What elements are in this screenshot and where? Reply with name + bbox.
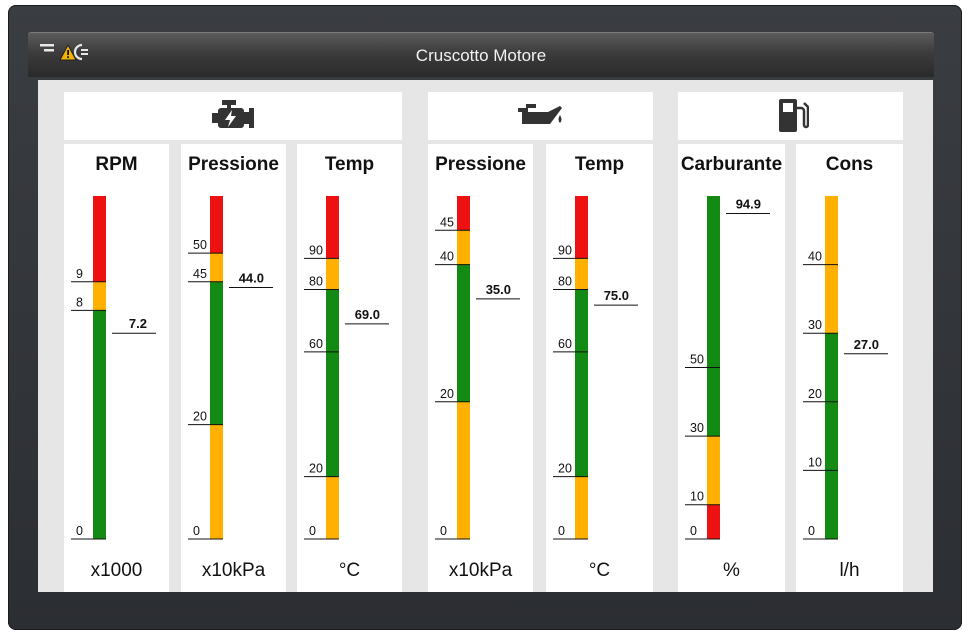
- rpm-tick-label-1: 8: [76, 295, 83, 309]
- oil-can-icon: [517, 104, 562, 124]
- engine-temp-tick-label-3: 80: [309, 275, 323, 289]
- engine-pressure-value-readout: 44.0: [239, 270, 264, 285]
- rpm-gauge-panel: RPM 0 8 9 7.2 x1000: [64, 144, 169, 592]
- engine-temp-gauge-unit: °C: [338, 560, 361, 581]
- fuel-consumption-zone-0: [825, 333, 838, 539]
- fuel-consumption-gauge-label: Cons: [825, 154, 874, 175]
- oil-pressure-tick-label-3: 45: [440, 215, 454, 229]
- fuel-level-tick-label-2: 30: [690, 421, 704, 435]
- engine-temp-zone-1: [326, 289, 339, 477]
- fuel-level-zone-0: [707, 504, 720, 539]
- oil-temp-zone-0: [575, 476, 588, 539]
- oil-temp-tick-label-1: 20: [558, 462, 572, 476]
- fuel-consumption-tick-label-0: 0: [808, 524, 815, 538]
- fuel-level-gauge-unit: %: [723, 560, 740, 581]
- engine-group-header: [64, 92, 402, 140]
- rpm-zone-2: [93, 196, 106, 282]
- rpm-zone-0: [93, 310, 106, 539]
- fuel-level-tick-label-3: 50: [690, 353, 704, 367]
- engine-warning-logo-icon: [40, 43, 88, 61]
- engine-icon: [212, 100, 254, 128]
- engine-temp-tick-label-2: 60: [309, 337, 323, 351]
- fuel-consumption-value-readout: 27.0: [854, 337, 879, 352]
- oil-temp-zone-2: [575, 258, 588, 290]
- oil-temp-tick-label-3: 80: [558, 275, 572, 289]
- engine-temp-zone-2: [326, 258, 339, 290]
- title-bar: Cruscotto Motore: [28, 32, 934, 77]
- oil-pressure-gauge-label: Pressione: [435, 154, 526, 175]
- oil-temp-gauge-label: Temp: [574, 154, 625, 175]
- engine-pressure-gauge-unit: x10kPa: [201, 560, 266, 581]
- fuel-level-gauge-scale: 0 10 30 50 94.9: [685, 196, 770, 540]
- engine-pressure-tick-label-1: 20: [193, 410, 207, 424]
- rpm-value-readout: 7.2: [129, 316, 147, 331]
- engine-temp-tick-label-0: 0: [309, 524, 316, 538]
- oil-temp-gauge-unit: °C: [588, 560, 611, 581]
- oil-pressure-gauge-unit: x10kPa: [448, 560, 513, 581]
- engine-temp-tick-label-1: 20: [309, 462, 323, 476]
- rpm-tick-label-0: 0: [76, 524, 83, 538]
- fuel-group-header: [678, 92, 903, 140]
- fuel-consumption-gauge-scale: 0 10 20 30 40 27.0: [803, 196, 888, 540]
- engine-pressure-gauge-label: Pressione: [188, 154, 279, 175]
- oil-pressure-zone-0: [457, 401, 470, 539]
- fuel-level-zone-1: [707, 436, 720, 505]
- engine-pressure-zone-2: [210, 253, 223, 282]
- engine-pressure-zone-1: [210, 281, 223, 425]
- oil-pressure-tick-label-0: 0: [440, 524, 447, 538]
- oil-pressure-zone-3: [457, 196, 470, 231]
- engine-temp-gauge-panel: Temp 0 20 60 80 90 69.0 °C: [297, 144, 402, 592]
- oil-temp-tick-label-2: 60: [558, 337, 572, 351]
- oil-temp-gauge-panel: Temp 0 20 60 80 90 75.0 °C: [546, 144, 653, 592]
- engine-temp-zone-0: [326, 476, 339, 539]
- engine-temp-zone-3: [326, 196, 339, 259]
- oil-pressure-value-readout: 35.0: [486, 282, 511, 297]
- engine-temp-gauge-scale: 0 20 60 80 90 69.0: [304, 196, 389, 540]
- engine-pressure-zone-3: [210, 196, 223, 254]
- fuel-consumption-tick-label-2: 20: [808, 387, 822, 401]
- fuel-consumption-gauge-unit: l/h: [839, 560, 860, 581]
- oil-temp-value-readout: 75.0: [604, 288, 629, 303]
- engine-pressure-tick-label-2: 45: [193, 267, 207, 281]
- fuel-level-tick-label-1: 10: [690, 490, 704, 504]
- fuel-consumption-tick-label-1: 10: [808, 455, 822, 469]
- rpm-gauge-scale: 0 8 9 7.2: [71, 196, 156, 540]
- oil-pressure-zone-2: [457, 230, 470, 265]
- oil-pressure-gauge-scale: 0 20 40 45 35.0: [435, 196, 520, 540]
- engine-pressure-tick-label-0: 0: [193, 524, 200, 538]
- fuel-consumption-gauge-panel: Cons 0 10 20 30 40 27.0 l/h: [796, 144, 903, 592]
- oil-group-header: [428, 92, 653, 140]
- oil-temp-zone-3: [575, 196, 588, 259]
- fuel-level-tick-label-0: 0: [690, 524, 697, 538]
- oil-pressure-zone-1: [457, 264, 470, 402]
- engine-pressure-gauge-scale: 0 20 45 50 44.0: [188, 196, 273, 540]
- engine-temp-value-readout: 69.0: [355, 307, 380, 322]
- fuel-consumption-tick-label-4: 40: [808, 250, 822, 264]
- rpm-tick-label-2: 9: [76, 267, 83, 281]
- rpm-gauge-label: RPM: [95, 154, 138, 175]
- oil-pressure-gauge-panel: Pressione 0 20 40 45 35.0 x10kPa: [428, 144, 533, 592]
- oil-temp-tick-label-0: 0: [558, 524, 565, 538]
- window-title: Cruscotto Motore: [415, 46, 547, 65]
- rpm-zone-1: [93, 281, 106, 311]
- engine-temp-tick-label-4: 90: [309, 243, 323, 257]
- oil-temp-zone-1: [575, 289, 588, 477]
- oil-pressure-tick-label-1: 20: [440, 387, 454, 401]
- fuel-level-gauge-panel: Carburante 0 10 30 50 94.9 %: [678, 144, 785, 592]
- fuel-level-gauge-label: Carburante: [680, 154, 783, 175]
- oil-temp-tick-label-4: 90: [558, 243, 572, 257]
- fuel-pump-icon: [778, 99, 809, 132]
- oil-temp-gauge-scale: 0 20 60 80 90 75.0: [553, 196, 638, 540]
- rpm-gauge-unit: x1000: [90, 560, 143, 581]
- engine-pressure-zone-0: [210, 424, 223, 539]
- engine-temp-gauge-label: Temp: [324, 154, 375, 175]
- fuel-consumption-tick-label-3: 30: [808, 318, 822, 332]
- engine-pressure-gauge-panel: Pressione 0 20 45 50 44.0 x10kPa: [181, 144, 286, 592]
- fuel-level-zone-2: [707, 196, 720, 437]
- fuel-level-value-readout: 94.9: [736, 196, 761, 211]
- oil-pressure-tick-label-2: 40: [440, 250, 454, 264]
- engine-pressure-tick-label-3: 50: [193, 238, 207, 252]
